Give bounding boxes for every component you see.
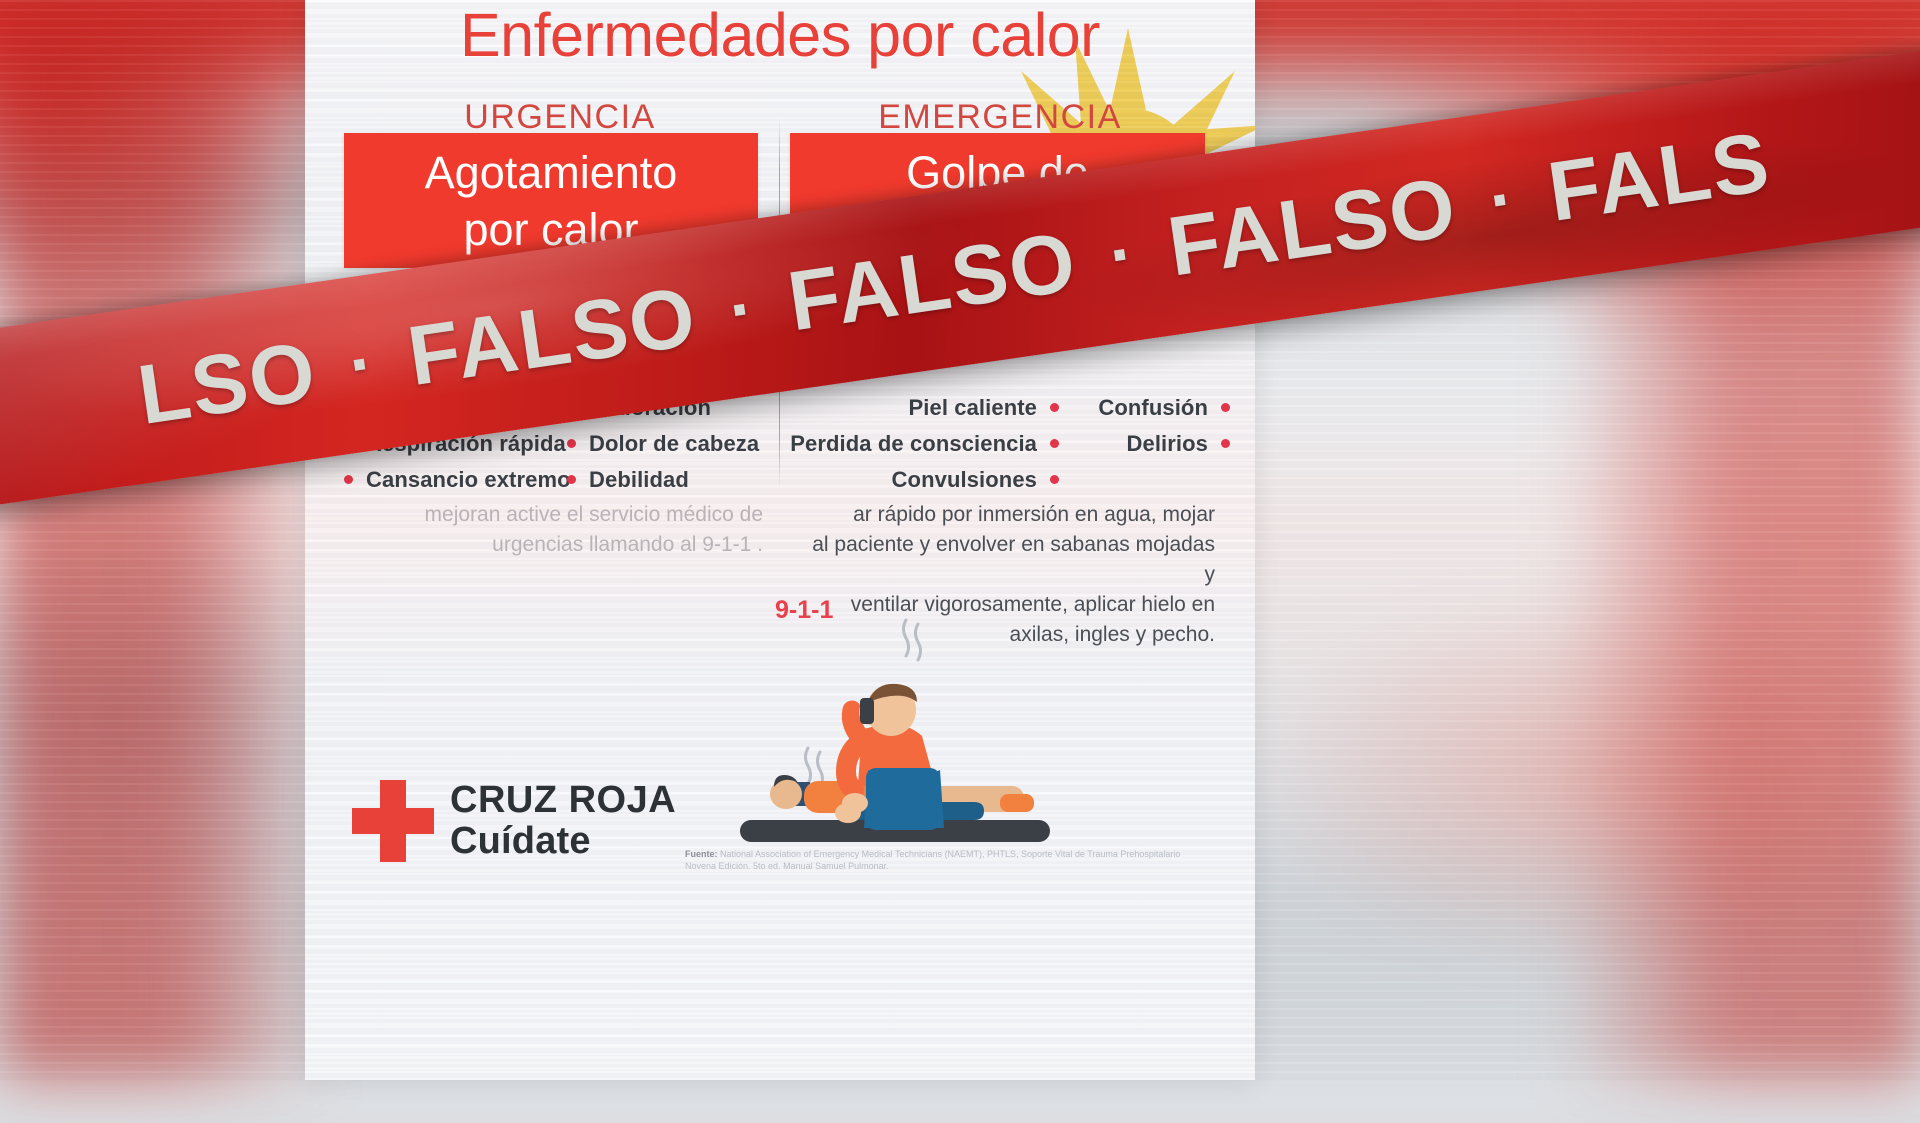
list-item-label: Perdida de consciencia <box>790 430 1037 456</box>
logo-line-1: CRUZ ROJA <box>450 779 677 821</box>
logo-text: CRUZ ROJA Cuídate <box>450 780 676 862</box>
source-text: National Association of Emergency Medica… <box>685 849 1181 871</box>
bullet-icon <box>1050 439 1059 448</box>
kicker-emergencia: EMERGENCIA <box>878 98 1122 136</box>
banner-separator: · <box>1484 157 1522 241</box>
symptom-list-emergencia-col1: Piel caliente Perdida de consciencia Con… <box>789 394 1059 502</box>
banner-separator: · <box>343 322 381 406</box>
banner-word: FALSO <box>1162 159 1463 294</box>
banner-separator: · <box>1104 212 1142 296</box>
list-item: Piel caliente <box>789 394 1059 421</box>
list-item-label: Confusión <box>1098 394 1208 420</box>
kicker-urgencia: URGENCIA <box>464 98 656 136</box>
list-item: Cansancio extremo <box>344 466 571 493</box>
first-aid-illustration <box>740 618 1050 842</box>
infographic-poster: Enfermedades por calor URGENCIA EMERGENC… <box>305 0 1255 1080</box>
banner-word: LSO <box>132 323 323 442</box>
list-item-label: Delirios <box>1126 430 1208 456</box>
list-item: Perdida de consciencia <box>789 430 1059 457</box>
list-item-label: Convulsiones <box>891 466 1037 492</box>
bullet-icon <box>567 439 576 448</box>
bullet-icon <box>344 475 353 484</box>
bullet-icon <box>567 475 576 484</box>
list-item: Dolor de cabeza <box>567 430 779 457</box>
bullet-icon <box>1050 475 1059 484</box>
treatment-text-urgencia: mejoran active el servicio médico de urg… <box>424 503 763 556</box>
banner-word: FALSO <box>402 268 703 404</box>
emergency-number-label: 9-1-1 <box>775 596 834 624</box>
list-item-label: Piel caliente <box>908 394 1037 420</box>
list-item-label: Debilidad <box>589 466 689 492</box>
treatment-line: axilas, ingles y pecho. <box>1009 623 1215 646</box>
bullet-icon <box>1221 439 1230 448</box>
treatment-line: al paciente y envolver en sabanas mojada… <box>812 533 1215 586</box>
banner-separator: · <box>723 267 762 351</box>
red-cross-icon <box>350 778 436 864</box>
treatment-line: ventilar vigorosamente, aplicar hielo en <box>850 593 1215 616</box>
page-title: Enfermedades por calor <box>459 1 1101 69</box>
list-item: Debilidad <box>567 466 779 493</box>
list-item: Confusión <box>1065 394 1230 421</box>
list-item: Convulsiones <box>789 466 1059 493</box>
cruz-roja-logo: CRUZ ROJA Cuídate <box>350 778 676 864</box>
bullet-icon <box>1050 403 1059 412</box>
source-label: Fuente: <box>685 849 718 859</box>
treatment-line: ar rápido por inmersión en agua, mojar <box>853 503 1215 526</box>
bullet-icon <box>1221 403 1230 412</box>
banner-word: FALS <box>1542 113 1777 239</box>
list-item-label: Cansancio extremo <box>366 466 571 492</box>
list-item-label: Dolor de cabeza <box>589 430 760 456</box>
list-item: Delirios <box>1065 430 1230 457</box>
treatment-text-emergencia: ar rápido por inmersión en agua, mojar a… <box>805 500 1215 650</box>
symptom-list-emergencia-col2: Confusión Delirios <box>1065 394 1230 466</box>
symptom-list-urgencia-col2: Sudoración Dolor de cabeza Debilidad <box>567 394 779 502</box>
banner-word: FALSO <box>782 213 1083 349</box>
logo-line-2: Cuídate <box>450 820 591 862</box>
card-title-line1: Agotamiento <box>424 146 678 198</box>
source-citation: Fuente: National Association of Emergenc… <box>685 848 1205 872</box>
